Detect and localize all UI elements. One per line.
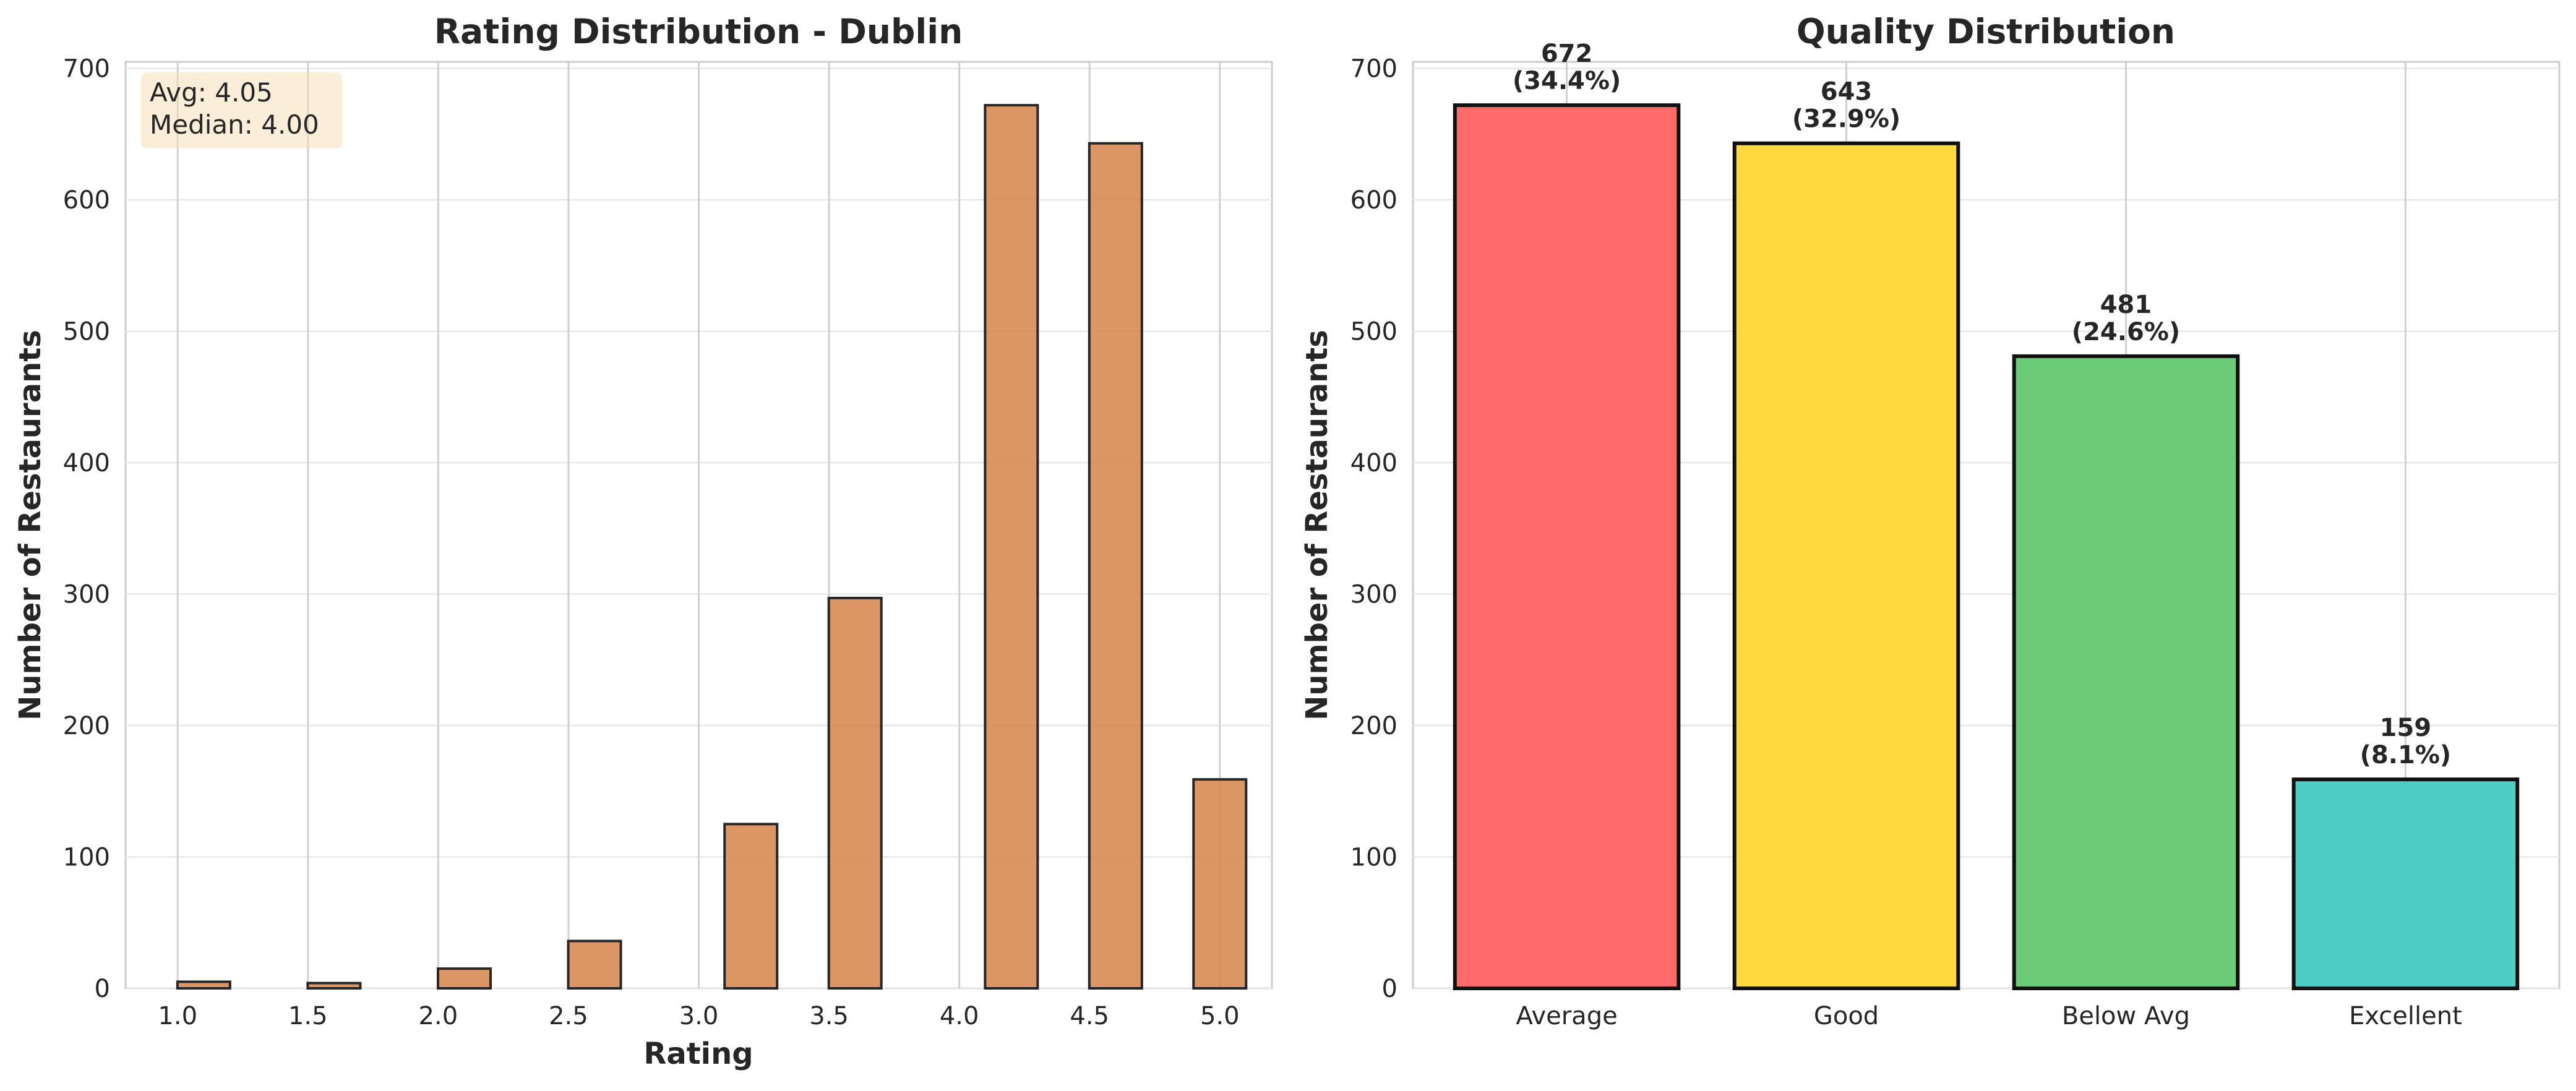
left-y-tick-label: 700 xyxy=(63,55,110,83)
left-x-tick-label: 2.5 xyxy=(549,1002,588,1030)
left-x-axis-label: Rating xyxy=(643,1037,753,1071)
right-y-tick-label: 400 xyxy=(1350,449,1397,477)
quality-bar xyxy=(2012,354,2240,990)
right-y-tick-label: 500 xyxy=(1350,318,1397,346)
left-histogram-bars xyxy=(176,104,1248,990)
bar-percent-label: (32.9%) xyxy=(1792,105,1900,134)
bar-count-label: 643 xyxy=(1821,78,1873,106)
right-chart-title: Quality Distribution xyxy=(1797,12,2175,51)
histogram-bar xyxy=(1192,778,1248,990)
quality-bar xyxy=(1453,103,1681,991)
right-y-tick-labels: 0 100 200 300 400 500 600 700 xyxy=(1350,55,1397,1003)
bar-percent-label: (34.4%) xyxy=(1513,67,1621,95)
histogram-bar xyxy=(306,982,362,990)
histogram-bar xyxy=(1088,142,1143,990)
histogram-bar xyxy=(567,939,622,990)
bar-count-label: 481 xyxy=(2100,291,2152,319)
bar-percent-label: (24.6%) xyxy=(2072,318,2180,346)
median-annotation: Median: 4.00 xyxy=(150,109,319,140)
left-x-tick-label: 5.0 xyxy=(1200,1002,1240,1030)
histogram-bar xyxy=(723,823,779,990)
right-y-axis-label: Number of Restaurants xyxy=(1300,330,1334,721)
left-x-tick-label: 2.0 xyxy=(419,1002,458,1030)
right-y-tick-label: 200 xyxy=(1350,712,1397,740)
stats-annotation-box xyxy=(141,72,342,148)
right-bar-value-labels: 672(34.4%) 643(32.9%) 481(24.6%) 159(8.1%) xyxy=(1513,40,2451,769)
left-y-tick-labels: 0 100 200 300 400 500 600 700 xyxy=(63,55,110,1003)
right-quality-bars xyxy=(1453,103,2520,991)
left-x-tick-label: 4.0 xyxy=(940,1002,979,1030)
quality-bar xyxy=(2291,777,2520,990)
left-x-tick-label: 1.5 xyxy=(288,1002,328,1030)
right-x-tick-label: Good xyxy=(1814,1002,1879,1030)
histogram-bar xyxy=(827,596,883,990)
bar-count-label: 672 xyxy=(1541,40,1593,68)
right-y-tick-label: 100 xyxy=(1350,844,1397,872)
histogram-bar xyxy=(436,967,492,990)
bar-percent-label: (8.1%) xyxy=(2360,741,2452,769)
left-y-tick-label: 300 xyxy=(63,581,110,609)
left-x-tick-label: 1.0 xyxy=(158,1002,197,1030)
right-y-tick-label: 300 xyxy=(1350,581,1397,609)
left-y-tick-label: 500 xyxy=(63,318,110,346)
left-y-axis-label: Number of Restaurants xyxy=(13,330,48,721)
left-y-tick-label: 400 xyxy=(63,449,110,477)
right-y-tick-label: 600 xyxy=(1350,186,1397,215)
left-y-tick-label: 600 xyxy=(63,186,110,215)
bar-count-label: 159 xyxy=(2380,714,2432,742)
right-x-tick-label: Excellent xyxy=(2349,1002,2462,1030)
quality-bar xyxy=(1732,141,1960,990)
right-y-tick-label: 700 xyxy=(1350,55,1397,83)
rating-histogram-panel: 0 100 200 300 400 500 600 700 1.0 1.5 2.0 2.5 3.0 3.… xyxy=(13,12,1273,1071)
histogram-bar xyxy=(984,104,1039,990)
left-y-tick-label: 0 xyxy=(95,975,110,1003)
left-chart-title: Rating Distribution - Dublin xyxy=(434,12,963,51)
histogram-bar xyxy=(176,980,231,990)
quality-bar-panel: 672(34.4%) 643(32.9%)481(24.6%)159(8.1%) … xyxy=(1300,12,2561,1030)
left-x-tick-labels: 1.0 1.5 2.0 2.5 3.0 3.5 4.0 4.5 5.0 xyxy=(158,1002,1239,1030)
right-x-tick-label: Average xyxy=(1516,1002,1617,1030)
left-y-tick-label: 200 xyxy=(63,712,110,740)
left-x-tick-label: 4.5 xyxy=(1070,1002,1109,1030)
right-y-tick-label: 0 xyxy=(1382,975,1397,1003)
right-x-tick-labels: Average Good Below Avg Excellent xyxy=(1516,1002,2462,1030)
right-x-tick-label: Below Avg xyxy=(2062,1002,2190,1030)
left-x-tick-label: 3.0 xyxy=(679,1002,719,1030)
left-x-tick-label: 3.5 xyxy=(809,1002,849,1030)
avg-annotation: Avg: 4.05 xyxy=(150,77,273,108)
left-y-tick-label: 100 xyxy=(63,844,110,872)
